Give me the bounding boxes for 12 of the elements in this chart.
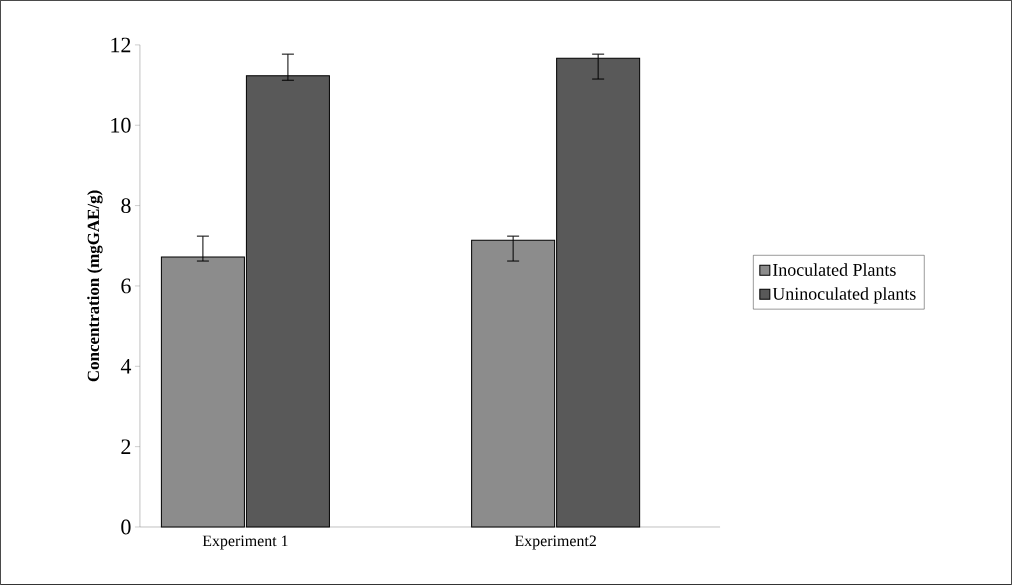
legend-label: Inoculated Plants: [772, 263, 896, 276]
y-tick-label: 12: [111, 37, 131, 53]
x-tick-label: Experiment2: [514, 535, 596, 550]
y-tick-label: 8: [121, 198, 131, 214]
y-tick-label: 2: [121, 439, 131, 454]
x-tick-label: Experiment 1: [202, 535, 288, 550]
y-tick-label: 10: [111, 117, 131, 133]
legend-label: Uninoculated plants: [772, 287, 916, 304]
y-tick-label: 6: [121, 278, 131, 294]
y-axis-title: Concentration (mgGAE/g): [87, 190, 103, 382]
y-tick-label: 0: [121, 519, 131, 535]
y-tick-label: 4: [120, 359, 132, 374]
